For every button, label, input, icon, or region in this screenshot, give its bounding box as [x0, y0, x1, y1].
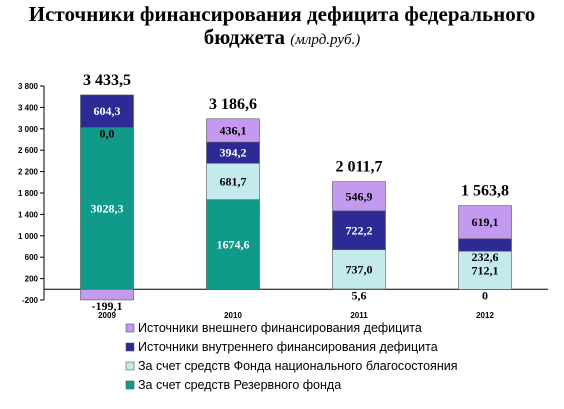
bar-value-label: 5,6 — [352, 288, 367, 302]
bar-segment — [332, 181, 386, 212]
legend-swatch — [125, 323, 135, 333]
bar-value-label: 3028,3 — [91, 201, 124, 215]
bar-value-label: 0 — [482, 288, 488, 302]
chart-title-tail: бюджета — [203, 25, 291, 49]
y-tick-label: 200 — [25, 275, 39, 284]
bar-value-label: 681,7 — [220, 174, 247, 188]
y-tick-label: 2 600 — [18, 146, 39, 155]
bar-total-label: 3 186,6 — [209, 96, 257, 113]
y-tick-label: 3 800 — [18, 82, 39, 91]
y-tick-label: 1 800 — [18, 189, 39, 198]
bar-segment — [206, 118, 260, 143]
bar-value-label: 1674,6 — [217, 238, 250, 252]
bar-value-label: 436,1 — [220, 123, 247, 137]
bar-value-label: 232,6 — [472, 250, 499, 264]
bar-value-label: 546,9 — [346, 189, 373, 203]
bar-total-label: 2 011,7 — [335, 159, 382, 176]
y-tick-label: 1 400 — [18, 210, 39, 219]
y-tick-label: 3 000 — [18, 125, 39, 134]
bar-value-label: -199,1 — [92, 299, 123, 313]
y-tick-label: 1 000 — [18, 232, 39, 241]
chart-title: Источники финансирования дефицита федера… — [28, 2, 536, 26]
bar-total-label: 3 433,5 — [83, 72, 131, 89]
legend-entry: За счет средств Резервного фонда — [138, 378, 341, 392]
bar-value-label: 619,1 — [472, 215, 499, 229]
bar-value-label: 394,2 — [220, 146, 247, 160]
bar-segment — [332, 249, 386, 290]
bar-value-label: 604,3 — [94, 104, 121, 118]
bar-total-label: 1 563,8 — [461, 183, 509, 200]
chart-title-block: Источники финансирования дефицита федера… — [0, 2, 564, 52]
legend-entry: За счет средств Фонда национального благ… — [138, 359, 457, 373]
y-tick-label: 3 400 — [18, 103, 39, 112]
bar-value-label: 737,0 — [346, 262, 373, 276]
bar-segment — [80, 94, 134, 128]
legend-entry: Источники внешнего финансирования дефици… — [138, 321, 422, 335]
bar-segment — [332, 210, 386, 250]
bar-value-label: 0,0 — [100, 126, 115, 140]
chart-unit: (млрд.руб.) — [290, 32, 361, 48]
x-category-label: 2010 — [224, 311, 242, 320]
bar-segment — [80, 288, 134, 301]
bar-segment — [458, 205, 512, 240]
legend-swatch — [125, 361, 135, 371]
bar-value-label: 722,2 — [346, 223, 373, 237]
y-tick-label: 2 200 — [18, 168, 39, 177]
x-category-label: 2012 — [476, 311, 494, 320]
x-category-label: 2011 — [350, 311, 368, 320]
y-tick-label: -200 — [22, 296, 39, 305]
legend-swatch — [125, 380, 135, 390]
y-tick-label: 600 — [25, 253, 39, 262]
x-category-label: 2009 — [98, 311, 116, 320]
legend-entry: Источники внутреннего финансирования деф… — [138, 340, 438, 354]
legend-swatch — [125, 342, 135, 352]
bar-value-label: 712,1 — [472, 263, 499, 277]
